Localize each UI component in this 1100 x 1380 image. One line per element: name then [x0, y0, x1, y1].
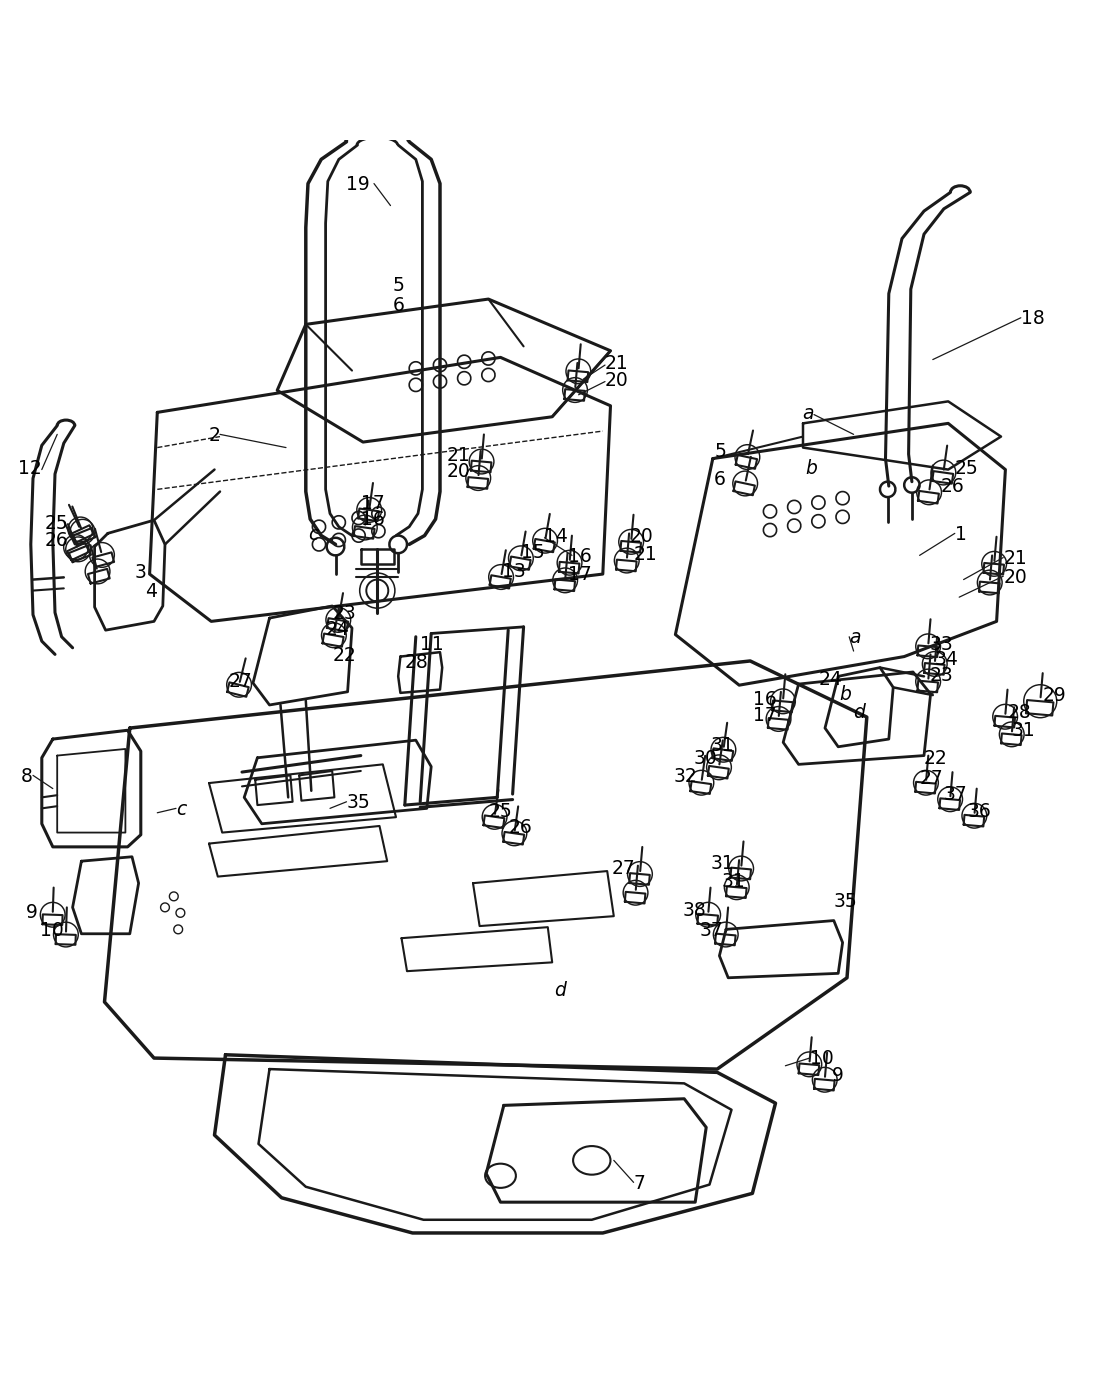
Text: 21: 21 [634, 544, 658, 563]
Text: 20: 20 [1003, 567, 1027, 586]
Text: 15: 15 [521, 544, 546, 562]
Text: 20: 20 [605, 370, 629, 389]
Text: 25: 25 [488, 802, 513, 821]
Text: 37: 37 [944, 785, 968, 805]
Text: a: a [803, 403, 814, 422]
Text: 9: 9 [25, 903, 37, 922]
Text: 21: 21 [1003, 549, 1027, 567]
Text: b: b [805, 458, 817, 477]
Text: 23: 23 [930, 665, 954, 684]
Text: 26: 26 [44, 531, 68, 551]
Text: 21: 21 [605, 355, 629, 373]
Text: 28: 28 [1008, 702, 1032, 722]
Text: a: a [849, 628, 860, 647]
Text: 31: 31 [722, 872, 746, 890]
Text: 16: 16 [752, 689, 777, 708]
Text: 7: 7 [634, 1173, 646, 1192]
Text: d: d [852, 702, 865, 722]
Text: 27: 27 [612, 858, 636, 878]
Text: 20: 20 [629, 527, 653, 545]
Text: 11: 11 [420, 635, 444, 653]
Text: 36: 36 [968, 802, 992, 821]
Text: 23: 23 [332, 603, 356, 622]
Text: 22: 22 [924, 749, 948, 767]
Text: 26: 26 [940, 477, 965, 497]
Text: 34: 34 [935, 650, 959, 669]
Text: 31: 31 [711, 736, 735, 755]
Text: 32: 32 [673, 766, 697, 785]
Text: 30: 30 [693, 749, 717, 767]
Text: 14: 14 [544, 527, 569, 545]
Text: 24: 24 [818, 669, 843, 689]
Text: 9: 9 [832, 1065, 844, 1085]
Text: c: c [308, 524, 318, 544]
Text: 16: 16 [361, 511, 385, 529]
Text: c: c [176, 799, 186, 818]
Text: d: d [554, 981, 566, 999]
Text: 24: 24 [326, 620, 350, 639]
Text: 27: 27 [920, 769, 944, 788]
Text: 17: 17 [361, 494, 385, 512]
Text: 35: 35 [834, 891, 858, 911]
Text: 37: 37 [700, 920, 724, 940]
Text: 25: 25 [44, 513, 68, 533]
Text: 17: 17 [568, 564, 592, 584]
Text: 22: 22 [332, 646, 356, 664]
Text: 20: 20 [447, 462, 471, 480]
Text: 1: 1 [955, 524, 967, 544]
Text: 19: 19 [345, 175, 370, 193]
Text: 5: 5 [714, 442, 726, 461]
Text: 2: 2 [208, 425, 220, 444]
Text: 4: 4 [145, 581, 157, 600]
Text: 27: 27 [229, 672, 253, 691]
Text: 35: 35 [346, 792, 371, 811]
Text: 16: 16 [568, 546, 592, 566]
Text: 21: 21 [447, 446, 471, 464]
Text: 10: 10 [40, 920, 64, 940]
Text: 13: 13 [502, 562, 526, 581]
Text: 5: 5 [393, 276, 405, 295]
Text: 17: 17 [752, 705, 777, 725]
Text: 3: 3 [134, 563, 146, 582]
Text: 38: 38 [682, 900, 706, 919]
Text: 18: 18 [1021, 309, 1045, 328]
Text: 12: 12 [18, 458, 42, 477]
Text: 6: 6 [714, 469, 726, 489]
Text: 6: 6 [393, 295, 405, 315]
Text: 31: 31 [711, 853, 735, 872]
Text: 8: 8 [21, 766, 33, 785]
Text: 10: 10 [810, 1049, 834, 1068]
Text: 28: 28 [405, 653, 429, 672]
Text: 29: 29 [1043, 686, 1067, 705]
Text: 25: 25 [955, 458, 979, 477]
Text: 33: 33 [930, 635, 954, 653]
Text: 31: 31 [1012, 720, 1036, 740]
Text: b: b [839, 684, 851, 704]
Text: 26: 26 [508, 818, 532, 836]
